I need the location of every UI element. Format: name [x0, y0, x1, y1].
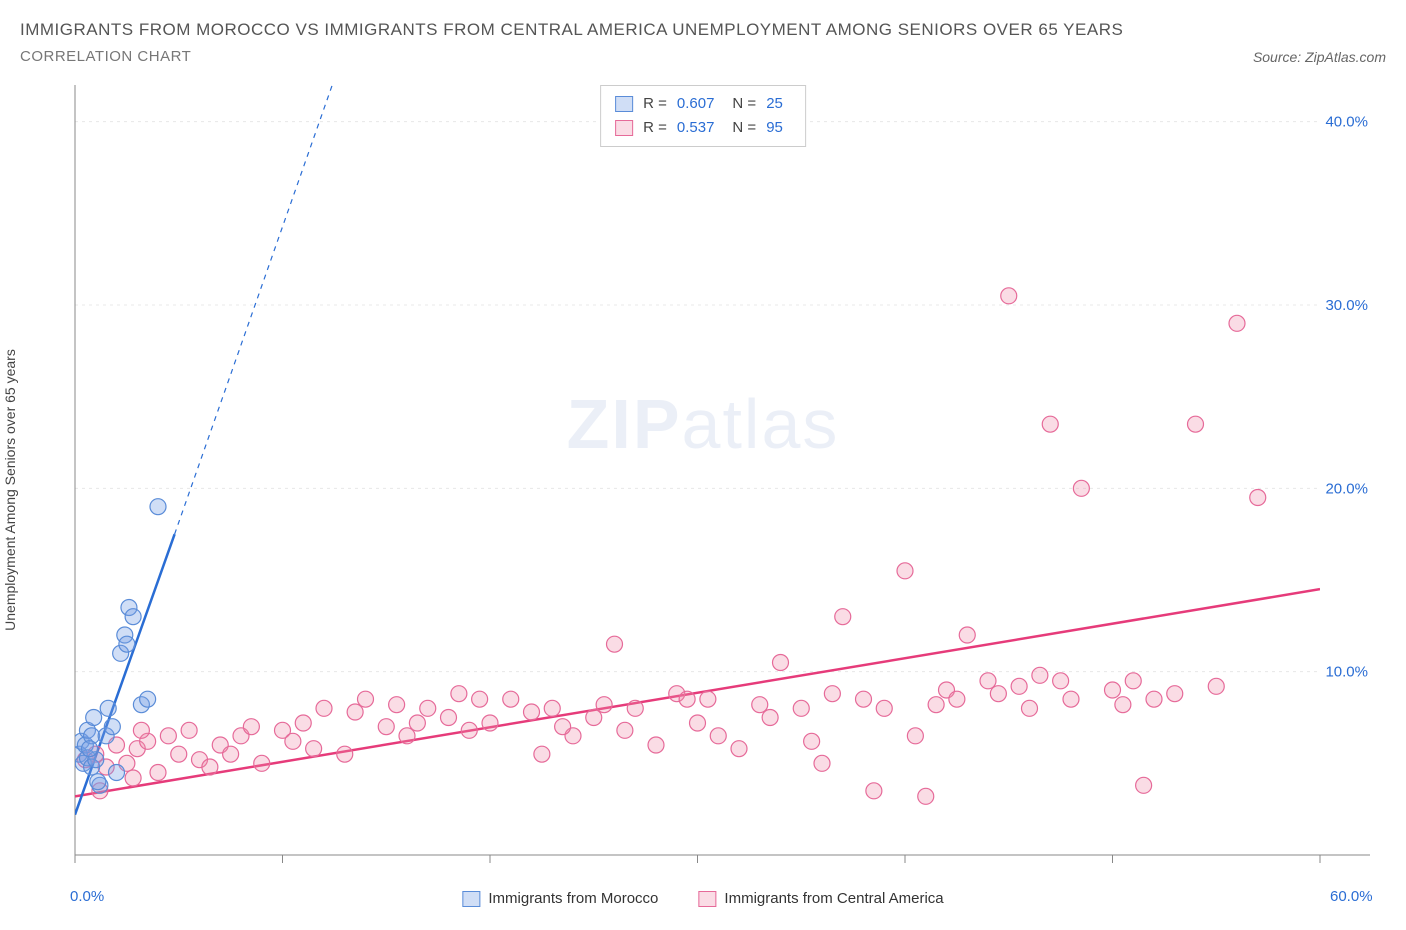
chart-title: IMMIGRANTS FROM MOROCCO VS IMMIGRANTS FR…	[20, 20, 1386, 40]
legend-label-morocco: Immigrants from Morocco	[488, 890, 658, 907]
legend-swatch-central-america	[698, 891, 716, 907]
legend-label-central-america: Immigrants from Central America	[724, 890, 943, 907]
svg-text:10.0%: 10.0%	[1325, 664, 1368, 681]
y-axis-label: Unemployment Among Seniors over 65 years	[2, 349, 18, 631]
source-attribution: Source: ZipAtlas.com	[1253, 49, 1386, 65]
legend-swatch-morocco	[462, 891, 480, 907]
x-axis-min-label: 0.0%	[70, 888, 104, 905]
x-axis-max-label: 60.0%	[1330, 888, 1373, 905]
stat-r-value-a: 0.607	[677, 92, 715, 116]
chart-svg: 10.0% 20.0% 30.0% 40.0%	[20, 75, 1386, 905]
svg-text:20.0%: 20.0%	[1325, 480, 1368, 497]
source-name: ZipAtlas.com	[1305, 49, 1386, 65]
bottom-legend: Immigrants from Morocco Immigrants from …	[462, 890, 943, 907]
subtitle-row: CORRELATION CHART Source: ZipAtlas.com	[20, 48, 1386, 65]
stat-r-label: R =	[643, 92, 667, 116]
stat-n-value-a: 25	[766, 92, 783, 116]
stat-n-value-b: 95	[766, 116, 783, 140]
legend-item-morocco: Immigrants from Morocco	[462, 890, 658, 907]
svg-text:40.0%: 40.0%	[1325, 114, 1368, 131]
stat-r-label: R =	[643, 116, 667, 140]
stats-row-a: R = 0.607 N = 25	[615, 92, 791, 116]
chart-container: Unemployment Among Seniors over 65 years…	[20, 75, 1386, 905]
chart-subtitle: CORRELATION CHART	[20, 48, 191, 65]
stat-r-value-b: 0.537	[677, 116, 715, 140]
source-prefix: Source:	[1253, 49, 1305, 65]
swatch-morocco	[615, 96, 633, 112]
svg-text:30.0%: 30.0%	[1325, 297, 1368, 314]
stat-n-label: N =	[732, 92, 756, 116]
stats-legend: R = 0.607 N = 25 R = 0.537 N = 95	[600, 85, 806, 147]
legend-item-central-america: Immigrants from Central America	[698, 890, 943, 907]
stats-row-b: R = 0.537 N = 95	[615, 116, 791, 140]
swatch-central-america	[615, 120, 633, 136]
stat-n-label: N =	[732, 116, 756, 140]
